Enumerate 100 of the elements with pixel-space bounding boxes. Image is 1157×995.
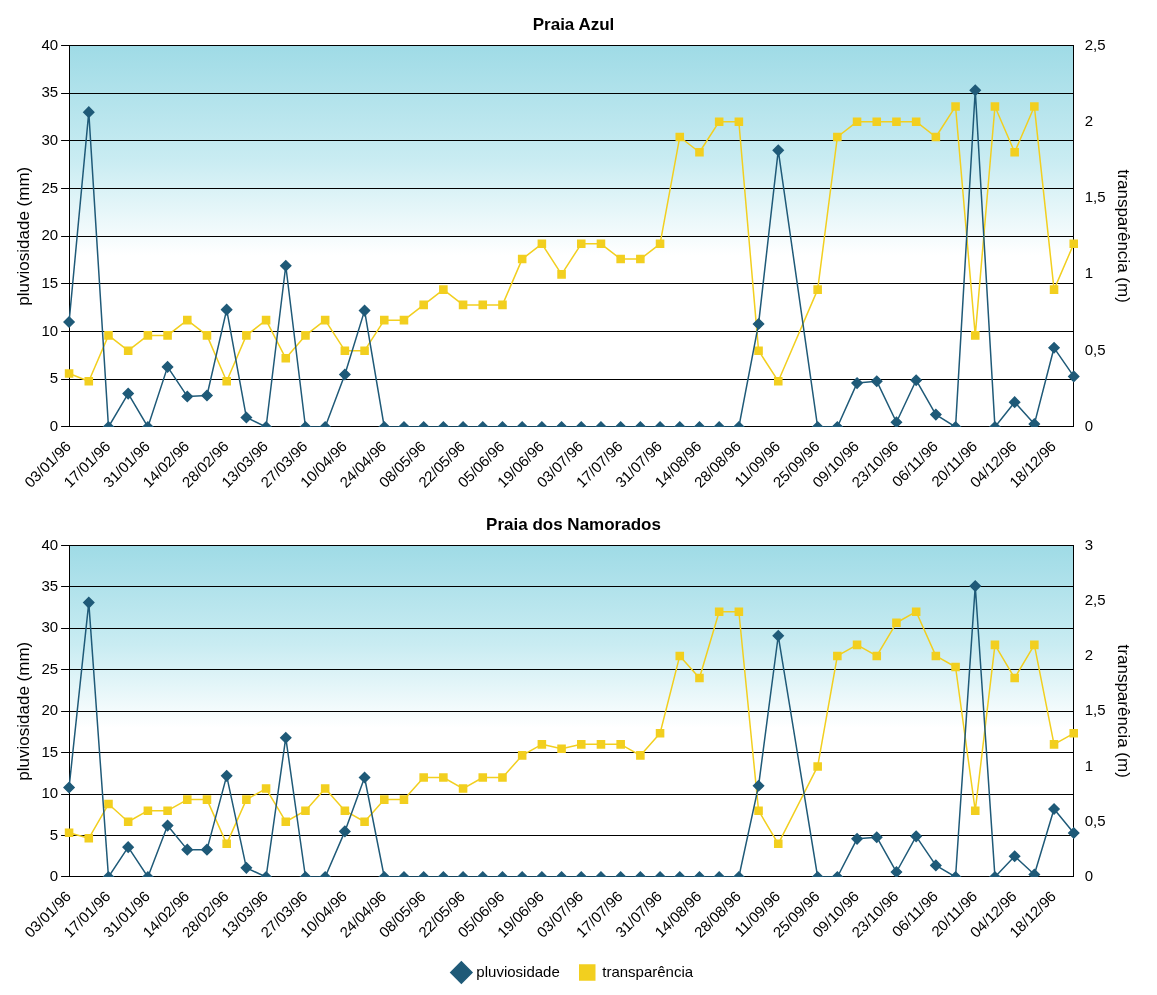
point: [773, 376, 783, 386]
chart-title: Praia dos Namorados: [486, 514, 661, 534]
y-tick-label: 10: [41, 321, 59, 339]
y2-tick-label: 0: [1084, 417, 1094, 435]
point: [517, 254, 527, 264]
point: [537, 740, 547, 749]
point: [616, 740, 625, 749]
y2-tick-label: 2: [1084, 646, 1094, 664]
point: [478, 300, 488, 310]
point: [990, 102, 1000, 111]
point: [892, 618, 901, 628]
point: [655, 239, 665, 249]
point: [163, 331, 172, 340]
point: [675, 132, 685, 142]
y-tick-label: 15: [41, 742, 59, 760]
point: [675, 651, 685, 661]
point: [202, 795, 212, 804]
point: [537, 239, 547, 249]
point: [734, 607, 744, 616]
point: [596, 740, 606, 749]
point: [872, 117, 882, 126]
y-axis-title: pluviosidade (mm): [13, 641, 33, 781]
y-tick-label: 25: [41, 178, 59, 196]
point: [320, 315, 330, 325]
legend-label: pluviosidade: [476, 962, 560, 980]
point: [419, 773, 428, 782]
point: [202, 331, 212, 340]
point: [1030, 102, 1039, 111]
point: [695, 147, 704, 157]
point: [183, 795, 192, 804]
point: [261, 784, 271, 793]
y2-tick-label: 1: [1084, 756, 1094, 774]
y-axis-title: pluviosidade (mm): [13, 166, 33, 306]
y2-tick-label: 1,5: [1084, 188, 1106, 206]
point: [852, 117, 862, 126]
point: [695, 673, 704, 683]
y-tick-label: 15: [41, 274, 59, 292]
point: [320, 784, 330, 793]
point: [1049, 285, 1059, 294]
y2-tick-label: 2: [1084, 111, 1094, 129]
point: [714, 117, 724, 126]
point: [596, 239, 606, 249]
point: [360, 817, 369, 827]
point: [892, 117, 901, 126]
point: [261, 315, 271, 325]
point: [379, 315, 389, 325]
point: [990, 640, 1000, 650]
point: [714, 607, 724, 616]
y2-axis-title: transparência (m): [1114, 644, 1134, 778]
point: [576, 740, 586, 749]
point: [242, 331, 251, 340]
point: [636, 751, 645, 760]
point: [163, 806, 172, 815]
point: [734, 117, 744, 126]
point: [301, 331, 310, 340]
point: [123, 817, 133, 827]
point: [911, 607, 921, 616]
point: [557, 270, 566, 279]
point: [970, 331, 980, 340]
y-tick-label: 10: [41, 784, 59, 802]
point: [1010, 673, 1019, 683]
point: [498, 773, 507, 782]
point: [773, 839, 783, 849]
point: [458, 300, 468, 310]
point: [754, 346, 763, 355]
point: [439, 773, 448, 782]
y-tick-label: 0: [49, 417, 59, 435]
point: [951, 102, 960, 111]
y2-tick-label: 3: [1084, 535, 1094, 553]
point: [872, 651, 882, 661]
point: [143, 331, 153, 340]
point: [498, 300, 507, 310]
point: [1030, 640, 1039, 650]
point: [84, 834, 94, 843]
point: [222, 376, 231, 386]
point: [340, 806, 350, 815]
y-tick-label: 5: [49, 369, 59, 387]
y-tick-label: 40: [41, 535, 59, 553]
point: [183, 315, 192, 325]
point: [281, 354, 291, 363]
point: [970, 806, 980, 815]
y2-tick-label: 2,5: [1084, 35, 1106, 53]
y2-tick-label: 0: [1084, 867, 1094, 885]
point: [951, 662, 960, 672]
y-tick-label: 35: [41, 83, 59, 101]
point: [143, 806, 153, 815]
y2-axis-title: transparência (m): [1114, 169, 1134, 303]
point: [399, 315, 409, 325]
y-tick-label: 20: [41, 226, 59, 244]
point: [301, 806, 310, 815]
point: [576, 239, 586, 249]
point: [655, 729, 665, 738]
point: [458, 784, 468, 793]
legend-label: transparência: [602, 962, 694, 980]
point: [64, 828, 74, 838]
point: [399, 795, 409, 804]
y-tick-label: 30: [41, 618, 59, 636]
point: [419, 300, 428, 310]
y2-tick-label: 0,5: [1084, 340, 1106, 358]
point: [813, 762, 822, 771]
